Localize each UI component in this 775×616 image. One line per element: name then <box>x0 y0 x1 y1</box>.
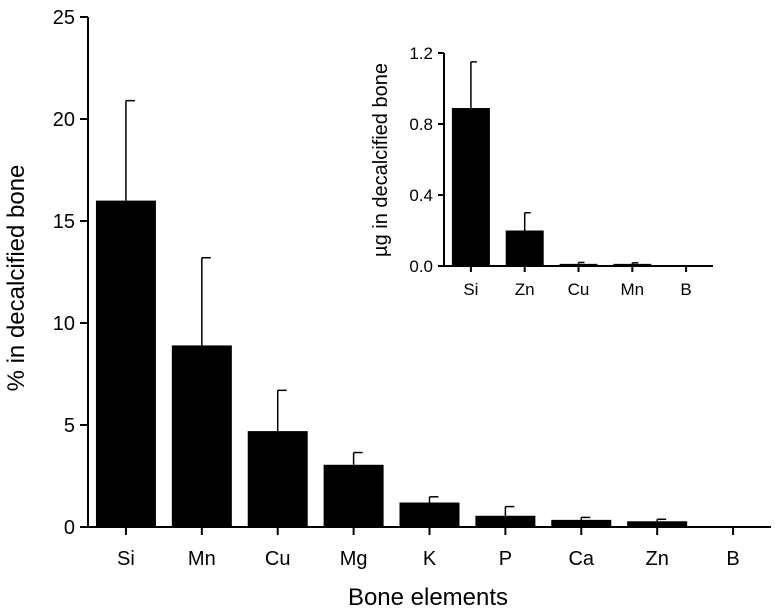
x-tick-label: Cu <box>568 280 590 299</box>
y-tick-label: 10 <box>53 313 75 335</box>
inset-y-axis-title: µg in decalcified bone <box>370 63 392 257</box>
y-tick-label: 0.4 <box>409 186 433 205</box>
y-tick-label: 20 <box>53 109 75 131</box>
bar-zn <box>505 230 544 266</box>
x-tick-label: Mn <box>188 548 216 570</box>
main-y-ticks: 0 5 10 15 20 25 <box>53 7 88 539</box>
x-tick-label: Mn <box>620 280 644 299</box>
inset-x-ticks: Si Zn Cu Mn B <box>463 266 692 299</box>
bar-mn <box>613 263 652 266</box>
x-tick-label: B <box>726 548 739 570</box>
bar-cu <box>559 263 598 266</box>
y-tick-label: 0.0 <box>409 257 433 276</box>
inset-bars <box>451 61 652 267</box>
bar-k <box>399 502 460 527</box>
bar-zn <box>627 521 688 527</box>
x-tick-label: Ca <box>568 548 594 570</box>
bar-si <box>95 200 156 527</box>
inset-plot: 0.0 0.4 0.8 1.2 Si Zn Cu Mn B µg in decalcified… <box>370 44 713 299</box>
x-tick-label: Cu <box>265 548 291 570</box>
y-tick-label: 0.8 <box>409 115 433 134</box>
main-y-axis-title: % in decalcified bone <box>3 165 30 392</box>
y-tick-label: 25 <box>53 7 75 29</box>
bar-mn <box>171 345 232 527</box>
main-bars <box>95 99 688 527</box>
x-tick-label: Zn <box>515 280 535 299</box>
x-tick-label: Si <box>463 280 478 299</box>
y-tick-label: 1.2 <box>409 44 433 63</box>
x-tick-label: Si <box>117 548 135 570</box>
x-tick-label: B <box>680 280 691 299</box>
bar-p <box>475 515 536 527</box>
y-tick-label: 5 <box>64 415 75 437</box>
main-plot: 0 5 10 15 20 25 Si Mn Cu Mg K P Ca Zn B Bone elements… <box>3 7 771 611</box>
main-x-ticks: Si Mn Cu Mg K P Ca Zn B <box>117 527 740 570</box>
main-x-axis-title: Bone elements <box>348 584 508 611</box>
y-tick-label: 0 <box>64 517 75 539</box>
x-tick-label: Mg <box>340 548 368 570</box>
bar-ca <box>551 519 612 527</box>
bar-si <box>451 108 490 267</box>
y-tick-label: 15 <box>53 211 75 233</box>
x-tick-label: P <box>499 548 512 570</box>
bar-cu <box>247 431 308 527</box>
bar-mg <box>323 464 384 527</box>
x-tick-label: Zn <box>645 548 668 570</box>
inset-y-ticks: 0.0 0.4 0.8 1.2 <box>409 44 444 276</box>
x-tick-label: K <box>423 548 437 570</box>
